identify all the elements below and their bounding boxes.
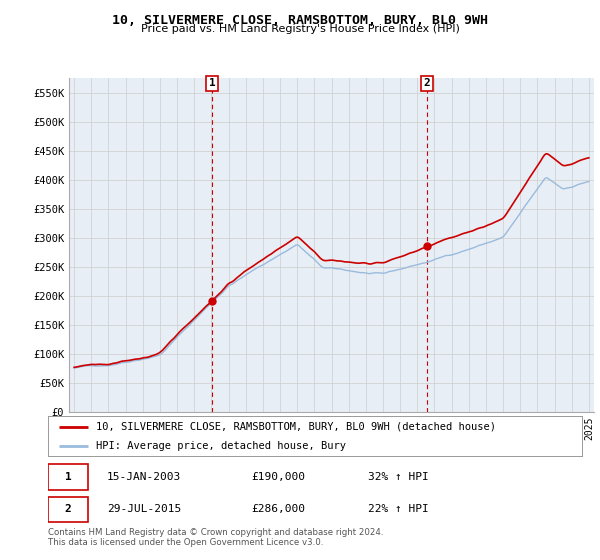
Text: 15-JAN-2003: 15-JAN-2003	[107, 472, 181, 482]
FancyBboxPatch shape	[48, 497, 88, 522]
Text: £190,000: £190,000	[251, 472, 305, 482]
Text: 1: 1	[209, 78, 215, 88]
Text: 10, SILVERMERE CLOSE, RAMSBOTTOM, BURY, BL0 9WH (detached house): 10, SILVERMERE CLOSE, RAMSBOTTOM, BURY, …	[96, 422, 496, 432]
Text: This data is licensed under the Open Government Licence v3.0.: This data is licensed under the Open Gov…	[48, 538, 323, 547]
Text: 2: 2	[65, 505, 71, 515]
Text: 2: 2	[424, 78, 430, 88]
Text: Price paid vs. HM Land Registry's House Price Index (HPI): Price paid vs. HM Land Registry's House …	[140, 24, 460, 34]
Text: 1: 1	[65, 472, 71, 482]
Text: 29-JUL-2015: 29-JUL-2015	[107, 505, 181, 515]
Text: Contains HM Land Registry data © Crown copyright and database right 2024.: Contains HM Land Registry data © Crown c…	[48, 528, 383, 537]
FancyBboxPatch shape	[48, 464, 88, 490]
Text: 22% ↑ HPI: 22% ↑ HPI	[368, 505, 429, 515]
Text: 32% ↑ HPI: 32% ↑ HPI	[368, 472, 429, 482]
Text: HPI: Average price, detached house, Bury: HPI: Average price, detached house, Bury	[96, 441, 346, 451]
Text: £286,000: £286,000	[251, 505, 305, 515]
Text: 10, SILVERMERE CLOSE, RAMSBOTTOM, BURY, BL0 9WH: 10, SILVERMERE CLOSE, RAMSBOTTOM, BURY, …	[112, 14, 488, 27]
